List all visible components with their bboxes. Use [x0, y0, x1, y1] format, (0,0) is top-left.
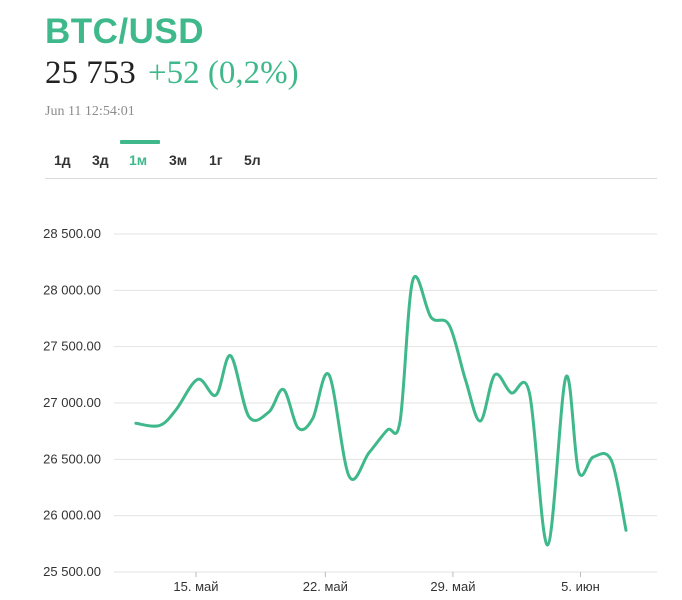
- y-axis-labels: 28 500.00 28 000.00 27 500.00 27 000.00 26 5…: [43, 226, 101, 579]
- y-tick-label: 28 000.00: [43, 282, 101, 297]
- x-tick-label: 5. июн: [561, 579, 600, 594]
- current-price: 25 753: [45, 55, 136, 91]
- x-axis-labels: 15. май 22. май 29. май 5. июн: [173, 572, 600, 594]
- x-tick-label: 15. май: [173, 579, 218, 594]
- ticker-title: BTC/USD: [45, 12, 205, 51]
- x-tick-label: 29. май: [430, 579, 475, 594]
- tab-5y[interactable]: 5л: [244, 152, 261, 168]
- tab-3d[interactable]: 3д: [92, 152, 109, 168]
- tab-1m[interactable]: 1м: [129, 152, 148, 168]
- period-tabs: 1д 3д 1м 3м 1г 5л: [45, 140, 657, 179]
- price-change: +52 (0,2%): [148, 55, 299, 91]
- tab-3m[interactable]: 3м: [169, 152, 188, 168]
- y-tick-label: 27 000.00: [43, 395, 101, 410]
- y-tick-label: 28 500.00: [43, 226, 101, 241]
- price-chart: 28 500.00 28 000.00 27 500.00 27 000.00 26 5…: [43, 226, 657, 594]
- tab-1d[interactable]: 1д: [54, 152, 71, 168]
- timestamp: Jun 11 12:54:01: [45, 104, 135, 119]
- grid-lines: [114, 233, 657, 573]
- active-tab-indicator: [120, 140, 160, 144]
- y-tick-label: 25 500.00: [43, 564, 101, 579]
- y-tick-label: 26 500.00: [43, 451, 101, 466]
- price-line: [134, 275, 628, 547]
- price-row: 25 753 +52 (0,2%): [45, 55, 299, 92]
- x-tick-label: 22. май: [303, 579, 348, 594]
- y-tick-label: 26 000.00: [43, 508, 101, 523]
- y-tick-label: 27 500.00: [43, 339, 101, 354]
- tab-1y[interactable]: 1г: [209, 152, 223, 168]
